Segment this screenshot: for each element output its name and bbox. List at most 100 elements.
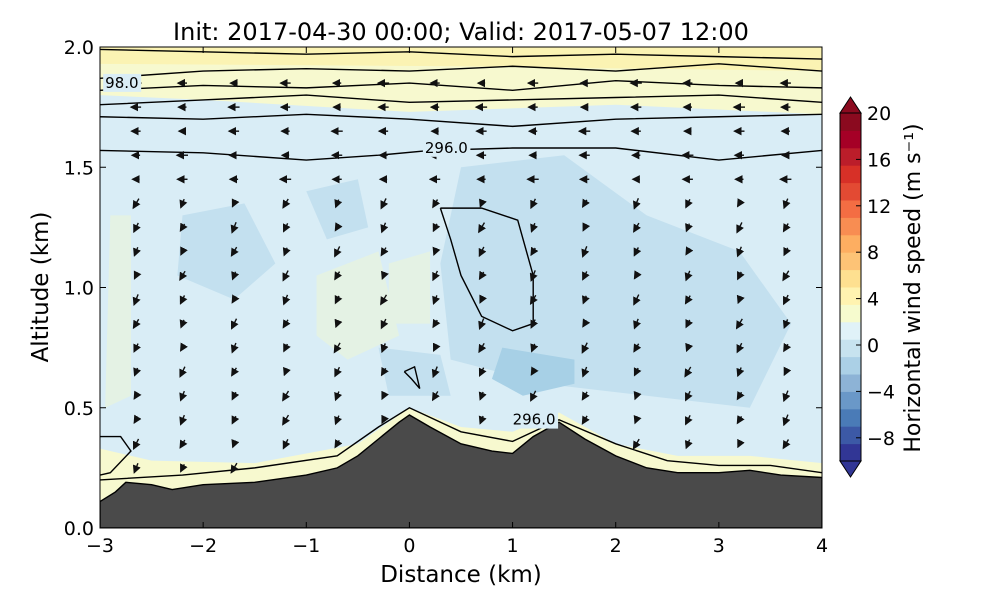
colorbar-tick-label: 20 bbox=[867, 103, 891, 125]
wind-arrow bbox=[735, 318, 744, 330]
wind-arrow bbox=[282, 270, 291, 282]
wind-arrow bbox=[432, 246, 441, 256]
wind-arrow bbox=[685, 223, 693, 233]
wind-arrow bbox=[582, 318, 591, 328]
wind-arrow bbox=[736, 294, 745, 305]
wind-arrow bbox=[685, 342, 694, 353]
wind-arrow bbox=[782, 414, 791, 427]
contour-line-2 bbox=[100, 63, 822, 79]
wind-arrow bbox=[380, 366, 389, 377]
wind-arrow bbox=[380, 247, 389, 257]
contour-label: 98.0 bbox=[105, 74, 138, 92]
wind-arrow bbox=[530, 319, 539, 329]
wind-arrow bbox=[632, 197, 641, 210]
colorbar-segment bbox=[840, 113, 861, 131]
wind-arrow bbox=[231, 271, 240, 281]
terrain bbox=[100, 414, 822, 528]
colorbar-extend-max bbox=[839, 96, 862, 114]
colorbar-segment bbox=[840, 252, 861, 271]
wind-arrow bbox=[179, 270, 188, 281]
x-tick-label: 4 bbox=[816, 535, 828, 557]
fill-region-left-blue bbox=[177, 203, 276, 300]
wind-arrow bbox=[231, 294, 240, 304]
y-axis-label: Altitude (km) bbox=[28, 212, 54, 363]
wind-arrow bbox=[432, 199, 441, 209]
wind-arrow bbox=[684, 270, 693, 282]
contour-closed-loop bbox=[439, 207, 534, 332]
wind-arrow bbox=[334, 366, 342, 378]
wind-arrow bbox=[633, 222, 641, 233]
y-tick-label: 1.0 bbox=[64, 278, 94, 300]
fill-region-hill-blue bbox=[378, 347, 451, 396]
wind-arrow bbox=[282, 294, 291, 306]
wind-arrow bbox=[230, 318, 239, 330]
colorbar-tick-label: 0 bbox=[867, 335, 879, 357]
wind-arrow bbox=[529, 294, 538, 306]
y-tick-label: 0.5 bbox=[64, 398, 94, 420]
wind-arrow bbox=[432, 222, 441, 233]
colorbar-segment bbox=[840, 408, 861, 427]
wind-arrow bbox=[581, 246, 590, 258]
wind-arrow bbox=[179, 295, 188, 305]
wind-arrow bbox=[737, 270, 745, 281]
colorbar: 20 16 12 8 4 0 −4 −8 bbox=[839, 96, 895, 478]
wind-arrow bbox=[133, 222, 141, 234]
wind-arrow bbox=[230, 342, 239, 354]
wind-arrow bbox=[736, 342, 745, 354]
wind-arrow bbox=[432, 295, 441, 306]
wind-arrow bbox=[530, 366, 539, 376]
wind-vectors bbox=[129, 78, 792, 474]
colorbar-tick-label: 12 bbox=[867, 196, 891, 218]
wind-arrow bbox=[478, 415, 487, 425]
wind-arrow bbox=[684, 439, 693, 450]
colorbar-tick-label: 16 bbox=[867, 149, 891, 171]
wind-arrow bbox=[581, 342, 590, 354]
wind-arrow bbox=[685, 390, 693, 402]
contour-label-bg bbox=[422, 138, 471, 157]
colorbar-segment bbox=[840, 165, 861, 184]
wind-arrow bbox=[736, 415, 745, 425]
wind-arrow bbox=[282, 390, 291, 402]
wind-arrow bbox=[736, 198, 745, 208]
contour-label: 296.0 bbox=[425, 139, 468, 157]
wind-arrow bbox=[783, 246, 791, 257]
wind-arrow bbox=[231, 391, 240, 401]
wind-arrow bbox=[132, 198, 141, 210]
x-axis: −3 −2 −1 0 1 2 3 4 bbox=[86, 47, 828, 557]
wind-arrow bbox=[283, 343, 291, 353]
colorbar-segment bbox=[840, 269, 861, 288]
colorbar-label: Horizontal wind speed (m s⁻¹) bbox=[901, 123, 926, 452]
wind-arrow bbox=[334, 246, 342, 258]
x-axis-label: Distance (km) bbox=[380, 562, 542, 588]
wind-arrow bbox=[432, 270, 440, 282]
wind-arrow bbox=[133, 246, 141, 257]
contour-line-5 bbox=[100, 113, 822, 128]
wind-arrow bbox=[282, 198, 291, 209]
plot-area: 98.0 296.0 296.0 bbox=[100, 47, 822, 528]
colorbar-segment bbox=[840, 321, 861, 340]
wind-arrow bbox=[684, 366, 693, 378]
wind-arrow bbox=[282, 247, 291, 257]
wind-arrow bbox=[230, 246, 239, 257]
wind-arrow bbox=[530, 390, 538, 402]
wind-arrow bbox=[431, 366, 440, 379]
wind-arrow bbox=[530, 198, 538, 210]
wind-arrow bbox=[633, 390, 642, 401]
fill-region-right-blue bbox=[440, 155, 792, 408]
wind-arrow bbox=[132, 294, 141, 306]
y-tick-label: 2.0 bbox=[64, 37, 94, 59]
colorbar-segment bbox=[840, 200, 861, 218]
fill-region-green-edge bbox=[105, 215, 131, 408]
wind-arrow bbox=[133, 343, 141, 353]
wind-arrow bbox=[782, 439, 791, 450]
wind-arrow bbox=[530, 246, 539, 257]
wind-arrow bbox=[132, 438, 141, 451]
wind-arrow bbox=[782, 390, 791, 403]
wind-arrow bbox=[581, 295, 590, 305]
contour-line-4 bbox=[100, 94, 822, 106]
x-tick-label: 0 bbox=[403, 535, 415, 557]
wind-arrow bbox=[633, 367, 642, 377]
wind-arrow bbox=[132, 462, 141, 474]
wind-arrow bbox=[478, 342, 487, 354]
